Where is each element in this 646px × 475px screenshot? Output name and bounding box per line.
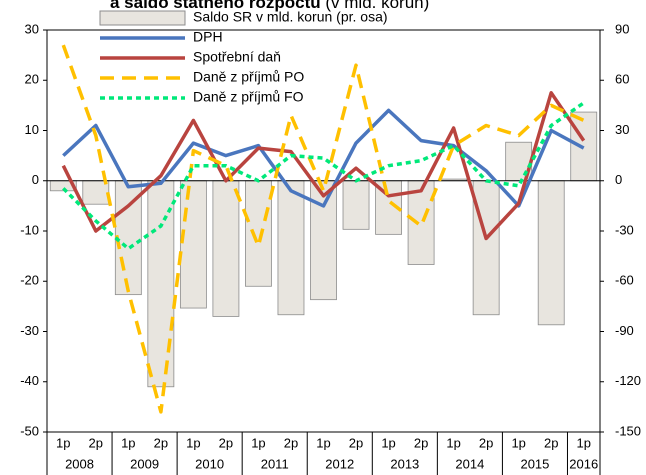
- x-year-label: 2014: [455, 456, 484, 471]
- x-tick-label: 2p: [414, 435, 428, 450]
- x-year-label: 2016: [569, 456, 598, 471]
- bar: [407, 180, 435, 265]
- legend-label: Saldo SR v mld. korun (pr. osa): [193, 9, 388, 25]
- bar: [310, 180, 337, 301]
- bar: [277, 180, 305, 316]
- x-tick-label: 1p: [186, 435, 200, 450]
- line: [61, 91, 586, 241]
- title-bold: a saldo štátneho rozpočtu: [110, 0, 321, 12]
- x-tick-label: 1p: [251, 435, 265, 450]
- x-year-label: 2010: [195, 456, 224, 471]
- y2-tick-label: -150: [615, 423, 641, 438]
- title-rest: (v mld. korún): [325, 0, 429, 12]
- y-tick-label: 30: [25, 21, 39, 36]
- x-year-label: 2012: [325, 456, 354, 471]
- y2-tick-label: 30: [615, 122, 629, 137]
- legend-label: Daně z příjmů FO: [193, 89, 304, 105]
- y2-tick-label: -120: [615, 373, 641, 388]
- y2-tick-label: -90: [615, 323, 634, 338]
- bar: [245, 180, 272, 287]
- x-tick-label: 2p: [219, 435, 233, 450]
- y2-tick-label: 60: [615, 72, 629, 87]
- line: [62, 101, 585, 251]
- y-tick-label: -40: [20, 373, 39, 388]
- bar: [537, 180, 565, 326]
- x-tick-label: 1p: [446, 435, 460, 450]
- x-year-label: 2011: [261, 456, 289, 471]
- bar: [179, 180, 207, 309]
- y-tick-label: -10: [20, 222, 39, 237]
- x-tick-label: 1p: [577, 435, 591, 450]
- x-year-label: 2008: [65, 456, 94, 471]
- x-tick-label: 1p: [381, 435, 395, 450]
- y-tick-label: 10: [25, 122, 39, 137]
- legend-label: Daně z příjmů PO: [193, 69, 304, 85]
- chart-title: a saldo štátneho rozpočtu (v mld. korún): [110, 0, 429, 12]
- x-year-label: 2013: [390, 456, 419, 471]
- x-tick-label: 1p: [121, 435, 135, 450]
- y-tick-label: 0: [32, 172, 39, 187]
- y-tick-label: -50: [20, 423, 39, 438]
- y-tick-label: -30: [20, 323, 39, 338]
- y-tick-label: 20: [25, 72, 39, 87]
- x-tick-label: 2p: [154, 435, 168, 450]
- legend-label: Spotřební daň: [193, 49, 281, 65]
- x-tick-label: 1p: [511, 435, 525, 450]
- bar: [342, 180, 370, 230]
- x-tick-label: 2p: [349, 435, 363, 450]
- y2-tick-label: 0: [615, 172, 622, 187]
- x-tick-label: 1p: [56, 435, 70, 450]
- legend-swatch: [99, 10, 186, 26]
- legend-label: DPH: [193, 29, 223, 45]
- y2-tick-label: -60: [615, 273, 634, 288]
- x-tick-label: 2p: [284, 435, 298, 450]
- y2-tick-label: -30: [615, 222, 634, 237]
- plot-frame: [46, 29, 601, 433]
- bar: [472, 180, 500, 316]
- x-tick-label: 2p: [479, 435, 493, 450]
- x-year-label: 2009: [130, 456, 159, 471]
- bar: [212, 180, 240, 317]
- y2-tick-label: 90: [615, 21, 629, 36]
- line: [61, 44, 585, 414]
- x-tick-label: 2p: [89, 435, 103, 450]
- x-tick-label: 2p: [544, 435, 558, 450]
- y-tick-label: -20: [20, 273, 39, 288]
- x-year-label: 2015: [520, 456, 549, 471]
- x-tick-label: 1p: [316, 435, 330, 450]
